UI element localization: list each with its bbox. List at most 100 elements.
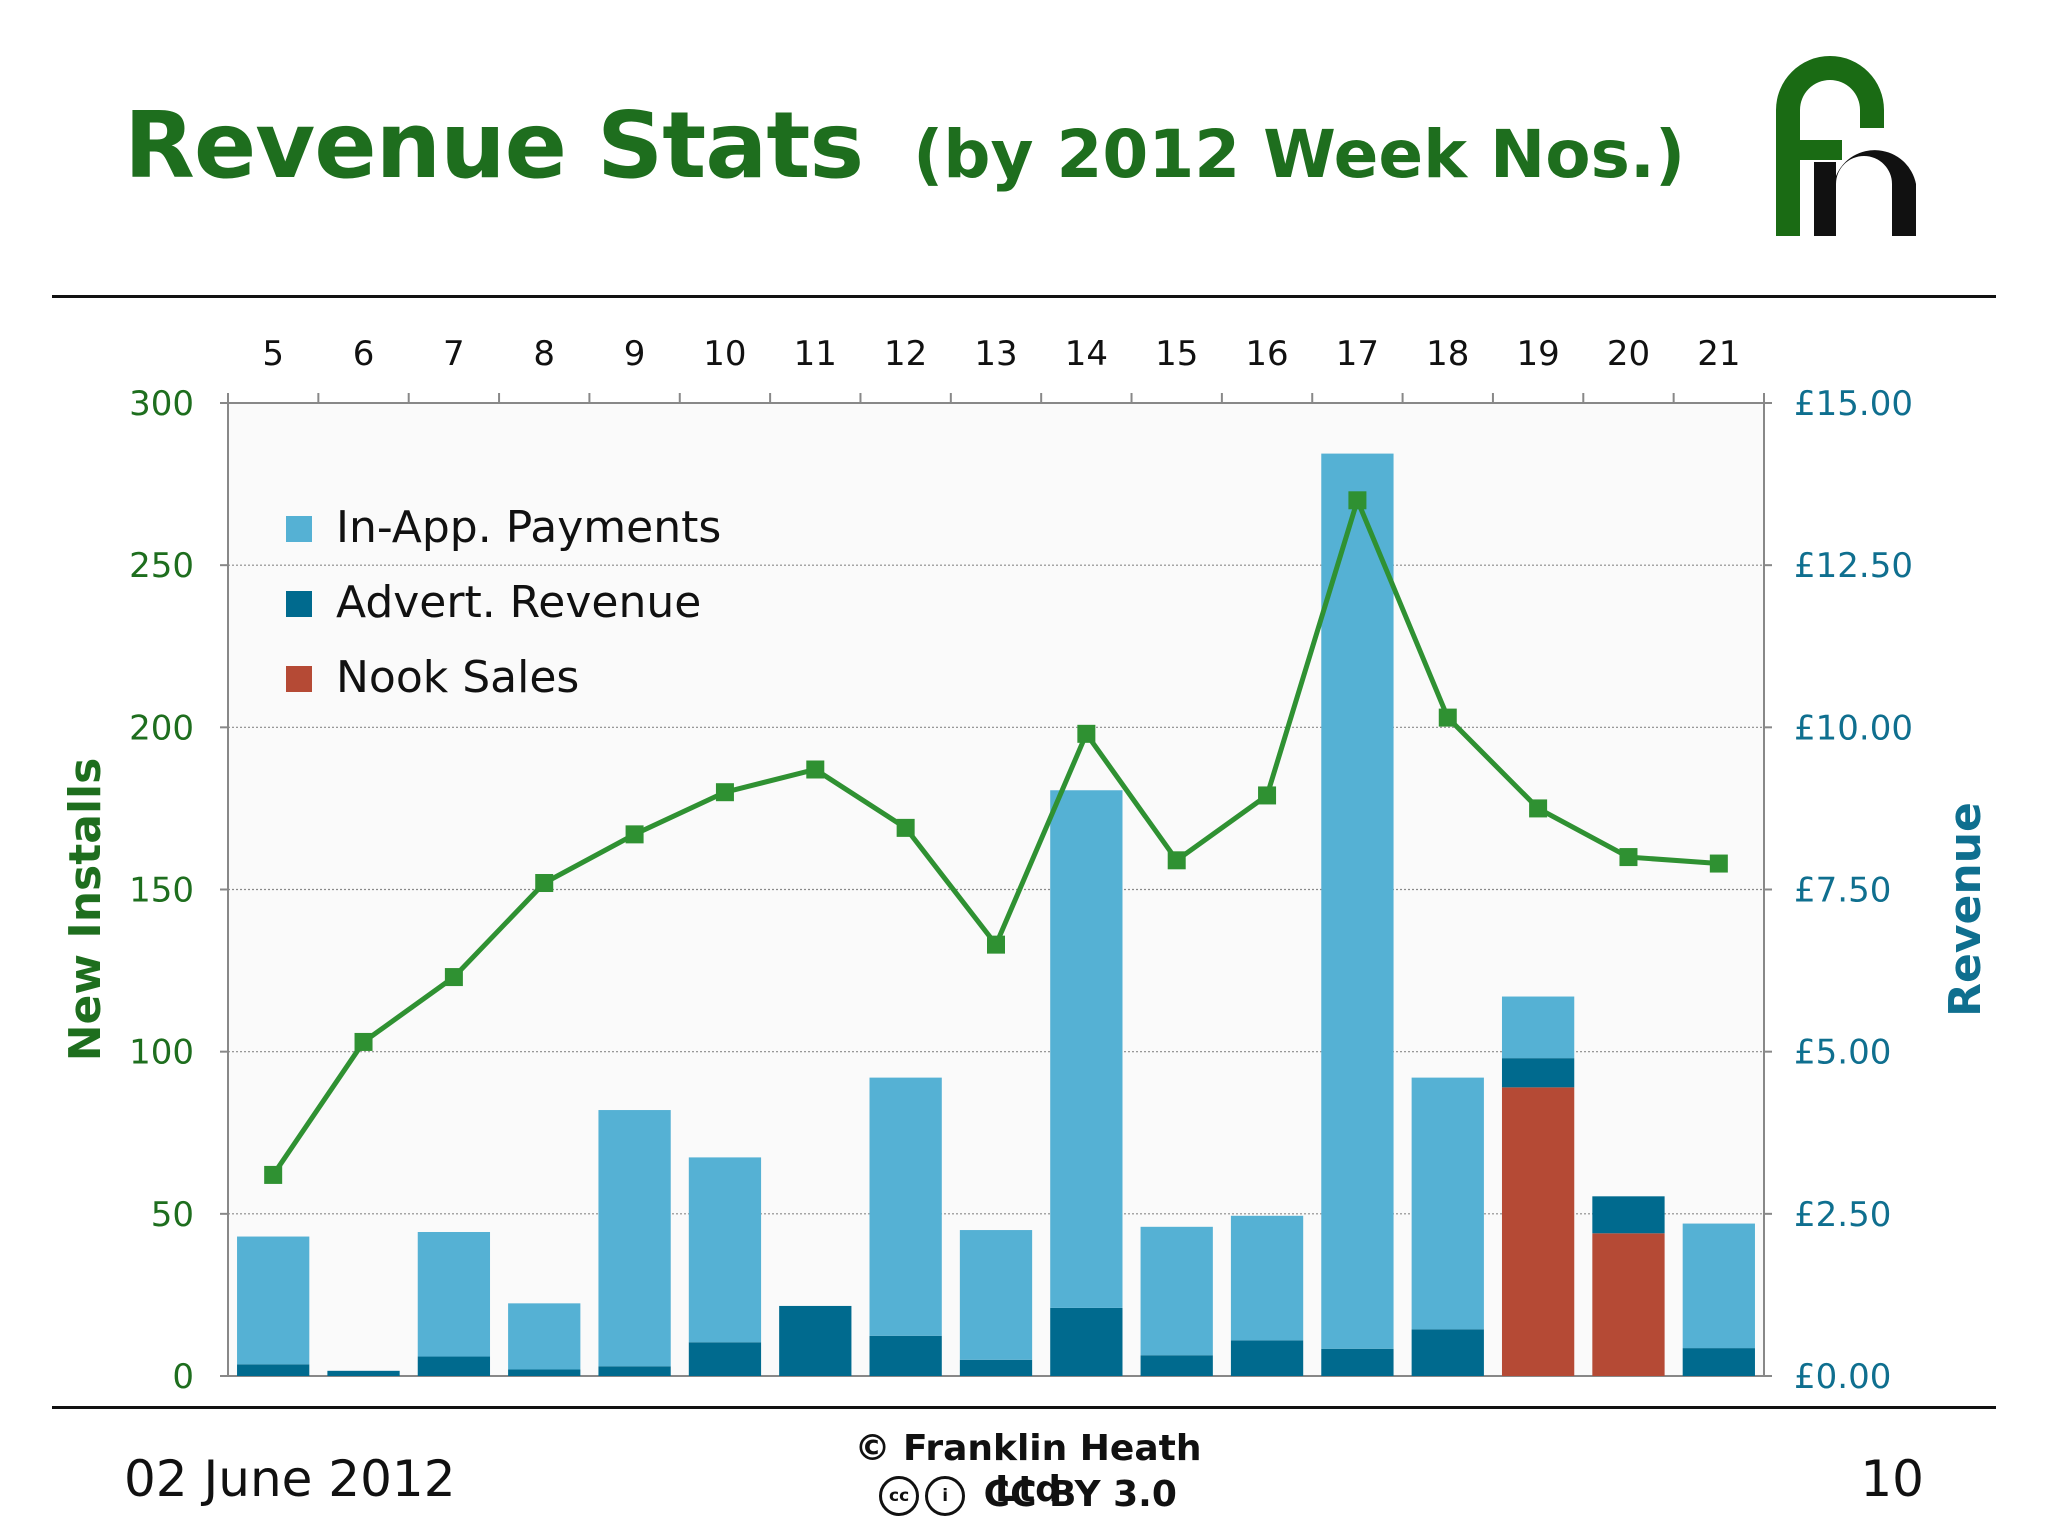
bar-nook-sales [1592, 1233, 1665, 1376]
legend-swatch [286, 666, 312, 692]
right-tick-label: £5.00 [1794, 1033, 1891, 1073]
installs-marker [444, 968, 463, 987]
bar-advert-revenue [1411, 1329, 1484, 1376]
left-tick-label: 0 [172, 1357, 194, 1397]
left-tick-label: 100 [129, 1033, 194, 1073]
legend-label: Advert. Revenue [336, 577, 701, 628]
right-tick-label: £10.00 [1794, 708, 1913, 748]
legend-swatch [286, 591, 312, 617]
bar-in-app-payments [598, 1110, 671, 1367]
y-axis-title-left: New Installs [60, 758, 111, 1062]
bar-advert-revenue [1140, 1355, 1213, 1376]
left-tick-label: 150 [129, 871, 194, 911]
x-tick-label: 10 [703, 334, 746, 374]
license-label: CC BY 3.0 [983, 1474, 1177, 1515]
bar-in-app-payments [688, 1157, 762, 1343]
installs-marker [1258, 786, 1277, 805]
footer-copyright: © Franklin Heath Ltd [854, 1428, 1202, 1510]
bar-in-app-payments [1682, 1223, 1755, 1349]
x-tick-label: 7 [443, 334, 465, 374]
x-tick-label: 16 [1245, 334, 1288, 374]
right-tick-label: £12.50 [1794, 546, 1913, 586]
cc-icon: cc [879, 1476, 920, 1516]
x-tick-label: 13 [974, 334, 1017, 374]
franklin-heath-logo [1776, 56, 1916, 236]
logo-f-shape [1776, 56, 1884, 236]
bar-in-app-payments [1140, 1226, 1213, 1356]
bar-advert-revenue [1501, 1058, 1575, 1088]
right-tick-label: £2.50 [1794, 1195, 1891, 1235]
installs-marker [806, 760, 825, 779]
title-main: Revenue Stats [124, 92, 864, 199]
bar-in-app-payments [1321, 453, 1394, 1349]
installs-marker [1438, 708, 1457, 727]
page-number: 10 [1860, 1450, 1924, 1508]
bar-advert-revenue [1050, 1307, 1123, 1376]
x-tick-label: 21 [1697, 334, 1740, 374]
installs-marker [987, 935, 1005, 954]
installs-marker [354, 1032, 373, 1051]
bar-in-app-payments [1411, 1077, 1484, 1330]
legend-swatch [286, 516, 312, 542]
bar-in-app-payments [417, 1231, 491, 1357]
legend-label: In-App. Payments [336, 502, 721, 553]
x-tick-label: 20 [1607, 334, 1650, 374]
left-tick-label: 200 [129, 708, 194, 748]
bar-advert-revenue [1592, 1196, 1665, 1234]
bar-advert-revenue [779, 1305, 852, 1376]
bar-nook-sales [1501, 1087, 1575, 1376]
bar-in-app-payments [959, 1230, 1033, 1360]
bar-advert-revenue [508, 1369, 581, 1376]
installs-marker [1348, 491, 1367, 510]
x-tick-label: 6 [353, 334, 375, 374]
bar-advert-revenue [598, 1366, 671, 1376]
bar-advert-revenue [327, 1370, 400, 1376]
installs-marker [1529, 799, 1548, 818]
installs-marker [625, 825, 644, 844]
footer-rule [52, 1406, 1996, 1409]
left-tick-label: 250 [129, 546, 194, 586]
title-subtitle: (by 2012 Week Nos.) [913, 116, 1686, 193]
bar-advert-revenue [1321, 1348, 1394, 1376]
bar-in-app-payments [1230, 1215, 1304, 1341]
installs-marker [1077, 724, 1096, 743]
bar-advert-revenue [237, 1364, 310, 1376]
installs-marker [535, 874, 554, 893]
installs-marker [1167, 851, 1186, 870]
right-tick-label: £7.50 [1794, 871, 1891, 911]
x-tick-label: 5 [262, 334, 284, 374]
bar-advert-revenue [1230, 1340, 1304, 1376]
bar-in-app-payments [1050, 790, 1123, 1308]
x-tick-label: 18 [1426, 334, 1469, 374]
x-tick-label: 15 [1155, 334, 1198, 374]
bar-advert-revenue [959, 1359, 1033, 1376]
installs-marker [264, 1165, 283, 1184]
x-tick-label: 11 [794, 334, 837, 374]
right-tick-label: £0.00 [1794, 1357, 1891, 1397]
footer-date: 02 June 2012 [124, 1450, 456, 1508]
bar-advert-revenue [688, 1342, 762, 1376]
header-rule [52, 295, 1996, 298]
installs-marker [1619, 848, 1638, 867]
footer-license: cc i CC BY 3.0 [848, 1474, 1208, 1516]
x-tick-label: 19 [1516, 334, 1559, 374]
left-tick-label: 50 [151, 1195, 194, 1235]
logo-h-shape [1814, 150, 1916, 236]
right-tick-label: £15.00 [1794, 384, 1913, 424]
installs-marker [715, 783, 734, 802]
bar-in-app-payments [237, 1236, 310, 1365]
y-axis-title-right: Revenue [1940, 802, 1991, 1017]
bar-advert-revenue [417, 1356, 491, 1376]
x-tick-label: 12 [884, 334, 927, 374]
legend-label: Nook Sales [336, 652, 579, 703]
bar-advert-revenue [869, 1335, 942, 1376]
x-tick-label: 8 [533, 334, 555, 374]
bar-in-app-payments [508, 1303, 581, 1370]
x-tick-label: 14 [1065, 334, 1108, 374]
x-tick-label: 17 [1336, 334, 1379, 374]
bar-advert-revenue [1682, 1348, 1755, 1376]
x-tick-label: 9 [624, 334, 646, 374]
bar-in-app-payments [869, 1077, 942, 1336]
installs-marker [896, 818, 915, 837]
